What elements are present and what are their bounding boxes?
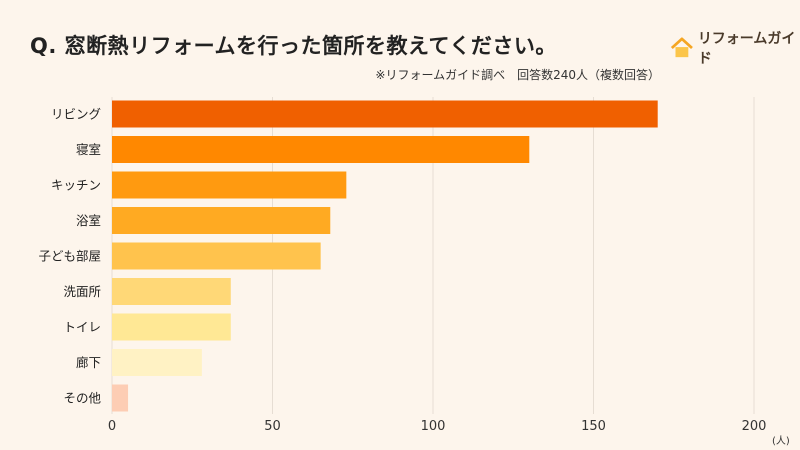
bar-子ども部屋 <box>112 242 321 270</box>
logo-text: リフォームガイド <box>697 31 796 67</box>
bar-リビング <box>112 100 658 128</box>
x-tick-label: 200 <box>742 419 767 434</box>
bar-トイレ <box>112 313 231 341</box>
bar-廊下 <box>112 349 202 376</box>
category-label: 浴室 <box>76 213 101 228</box>
survey-note: ※リフォームガイド調べ 回答数240人（複数回答） <box>375 68 660 82</box>
category-label: リビング <box>51 107 101 122</box>
x-tick-label: 150 <box>581 419 606 434</box>
bar-浴室 <box>112 207 331 234</box>
x-tick-label: 100 <box>421 419 446 434</box>
category-label: キッチン <box>51 178 101 193</box>
category-label: 寝室 <box>76 142 101 157</box>
category-label: 子ども部屋 <box>38 249 101 264</box>
x-axis-unit: (人) <box>772 436 790 447</box>
category-label: その他 <box>63 391 101 406</box>
bar-その他 <box>112 384 129 412</box>
x-tick-label: 0 <box>108 419 116 434</box>
bar-キッチン <box>112 171 347 199</box>
category-label: 廊下 <box>76 355 101 370</box>
category-label: トイレ <box>63 320 101 335</box>
logo: リフォームガイド <box>670 28 800 68</box>
house-icon <box>670 37 693 58</box>
bar-洗面所 <box>112 278 231 305</box>
bar-寝室 <box>112 136 530 163</box>
x-tick-label: 50 <box>264 419 281 434</box>
category-label: 洗面所 <box>63 284 101 299</box>
page-title: Q. 窓断熱リフォームを行った箇所を教えてください。 <box>30 34 557 58</box>
